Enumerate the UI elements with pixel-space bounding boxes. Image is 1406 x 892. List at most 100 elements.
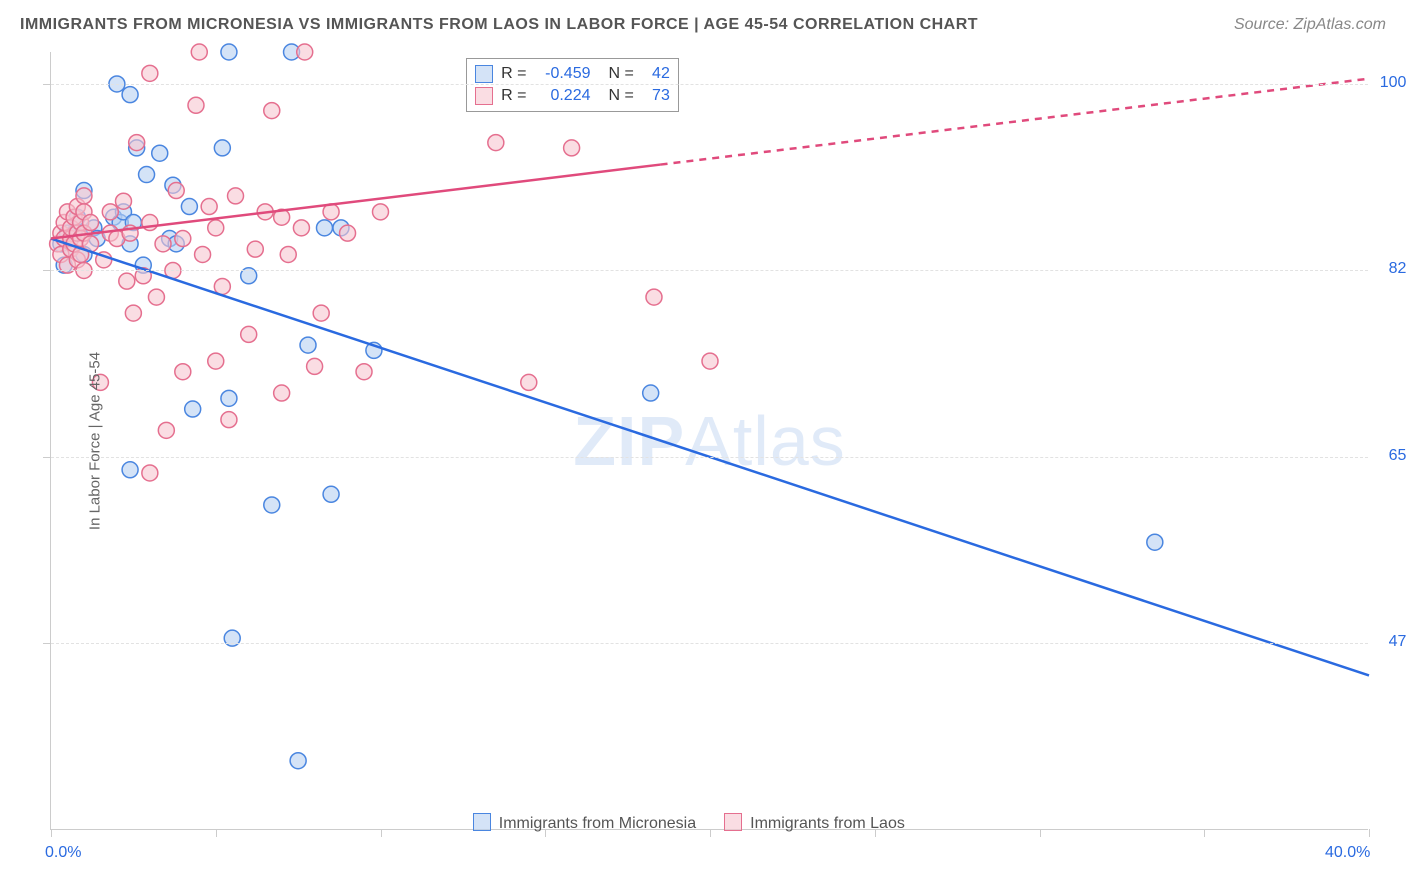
data-point-laos [274, 385, 290, 401]
chart-title: IMMIGRANTS FROM MICRONESIA VS IMMIGRANTS… [20, 16, 978, 33]
data-point-laos [148, 289, 164, 305]
x-tick [216, 829, 217, 837]
stats-row-micronesia: R =-0.459N =42 [475, 63, 670, 85]
stat-label: N = [609, 65, 634, 83]
data-point-micronesia [643, 385, 659, 401]
data-point-laos [702, 353, 718, 369]
data-point-laos [195, 246, 211, 262]
data-point-laos [119, 273, 135, 289]
stat-n-value: 73 [642, 87, 670, 105]
data-point-micronesia [1147, 534, 1163, 550]
gridline-h [51, 270, 1368, 271]
x-tick [710, 829, 711, 837]
y-tick [43, 270, 51, 271]
data-point-laos [241, 326, 257, 342]
data-point-micronesia [264, 497, 280, 513]
data-point-laos [564, 140, 580, 156]
data-point-micronesia [122, 87, 138, 103]
data-point-laos [115, 193, 131, 209]
data-point-laos [208, 353, 224, 369]
data-point-laos [228, 188, 244, 204]
legend-item-micronesia: Immigrants from Micronesia [473, 813, 696, 833]
x-tick-label: 0.0% [45, 844, 81, 862]
data-point-laos [307, 358, 323, 374]
data-point-laos [293, 220, 309, 236]
data-point-laos [142, 65, 158, 81]
data-point-laos [129, 135, 145, 151]
stats-box: R =-0.459N =42R =0.224N =73 [466, 58, 679, 112]
data-point-laos [280, 246, 296, 262]
data-point-micronesia [214, 140, 230, 156]
y-tick [43, 457, 51, 458]
data-point-micronesia [122, 462, 138, 478]
data-point-laos [208, 220, 224, 236]
legend-label: Immigrants from Micronesia [499, 815, 696, 832]
gridline-h [51, 457, 1368, 458]
y-axis-label: In Labor Force | Age 45-54 [87, 352, 104, 530]
x-tick-label: 40.0% [1325, 844, 1370, 862]
y-tick [43, 643, 51, 644]
stat-r-value: 0.224 [535, 87, 591, 105]
gridline-h [51, 643, 1368, 644]
legend-swatch [724, 813, 742, 831]
data-point-laos [83, 215, 99, 231]
gridline-h [51, 84, 1368, 85]
data-point-micronesia [316, 220, 332, 236]
source-label: Source: ZipAtlas.com [1234, 16, 1386, 34]
legend-swatch [475, 87, 493, 105]
data-point-laos [297, 44, 313, 60]
x-tick [1204, 829, 1205, 837]
data-point-laos [373, 204, 389, 220]
data-point-laos [102, 204, 118, 220]
data-point-laos [125, 305, 141, 321]
data-point-laos [264, 103, 280, 119]
y-tick [43, 84, 51, 85]
stat-label: R = [501, 87, 526, 105]
legend-label: Immigrants from Laos [750, 815, 905, 832]
data-point-laos [340, 225, 356, 241]
data-point-micronesia [181, 199, 197, 215]
y-tick-label: 82.5% [1389, 260, 1406, 278]
data-point-laos [175, 364, 191, 380]
data-point-laos [521, 374, 537, 390]
data-point-laos [214, 278, 230, 294]
data-point-micronesia [290, 753, 306, 769]
data-point-micronesia [221, 390, 237, 406]
x-tick [545, 829, 546, 837]
data-point-micronesia [139, 167, 155, 183]
data-point-laos [158, 422, 174, 438]
data-point-laos [175, 231, 191, 247]
data-point-laos [356, 364, 372, 380]
scatter-svg [51, 52, 1368, 829]
legend-swatch [473, 813, 491, 831]
data-point-micronesia [300, 337, 316, 353]
data-point-micronesia [323, 486, 339, 502]
x-tick [1040, 829, 1041, 837]
data-point-laos [76, 188, 92, 204]
data-point-micronesia [221, 44, 237, 60]
data-point-laos [188, 97, 204, 113]
data-point-laos [201, 199, 217, 215]
stats-row-laos: R = 0.224 N = 73 [475, 85, 670, 107]
stat-label: R = [501, 65, 526, 83]
y-tick-label: 100.0% [1380, 74, 1406, 92]
data-point-laos [221, 412, 237, 428]
data-point-laos [168, 183, 184, 199]
data-point-micronesia [152, 145, 168, 161]
stat-label: N = [609, 87, 634, 105]
x-tick [381, 829, 382, 837]
data-point-laos [247, 241, 263, 257]
legend-bottom: Immigrants from Micronesia Immigrants fro… [473, 813, 905, 833]
data-point-laos [155, 236, 171, 252]
stat-r-value: -0.459 [535, 65, 591, 83]
x-tick [51, 829, 52, 837]
plot-area: ZIPAtlas R =-0.459N =42R =0.224N =73 Imm… [50, 52, 1368, 830]
legend-item-laos: Immigrants from Laos [724, 813, 905, 833]
data-point-laos [646, 289, 662, 305]
legend-swatch [475, 65, 493, 83]
data-point-micronesia [185, 401, 201, 417]
data-point-laos [142, 465, 158, 481]
y-tick-label: 65.0% [1389, 447, 1406, 465]
x-tick [875, 829, 876, 837]
data-point-laos [191, 44, 207, 60]
